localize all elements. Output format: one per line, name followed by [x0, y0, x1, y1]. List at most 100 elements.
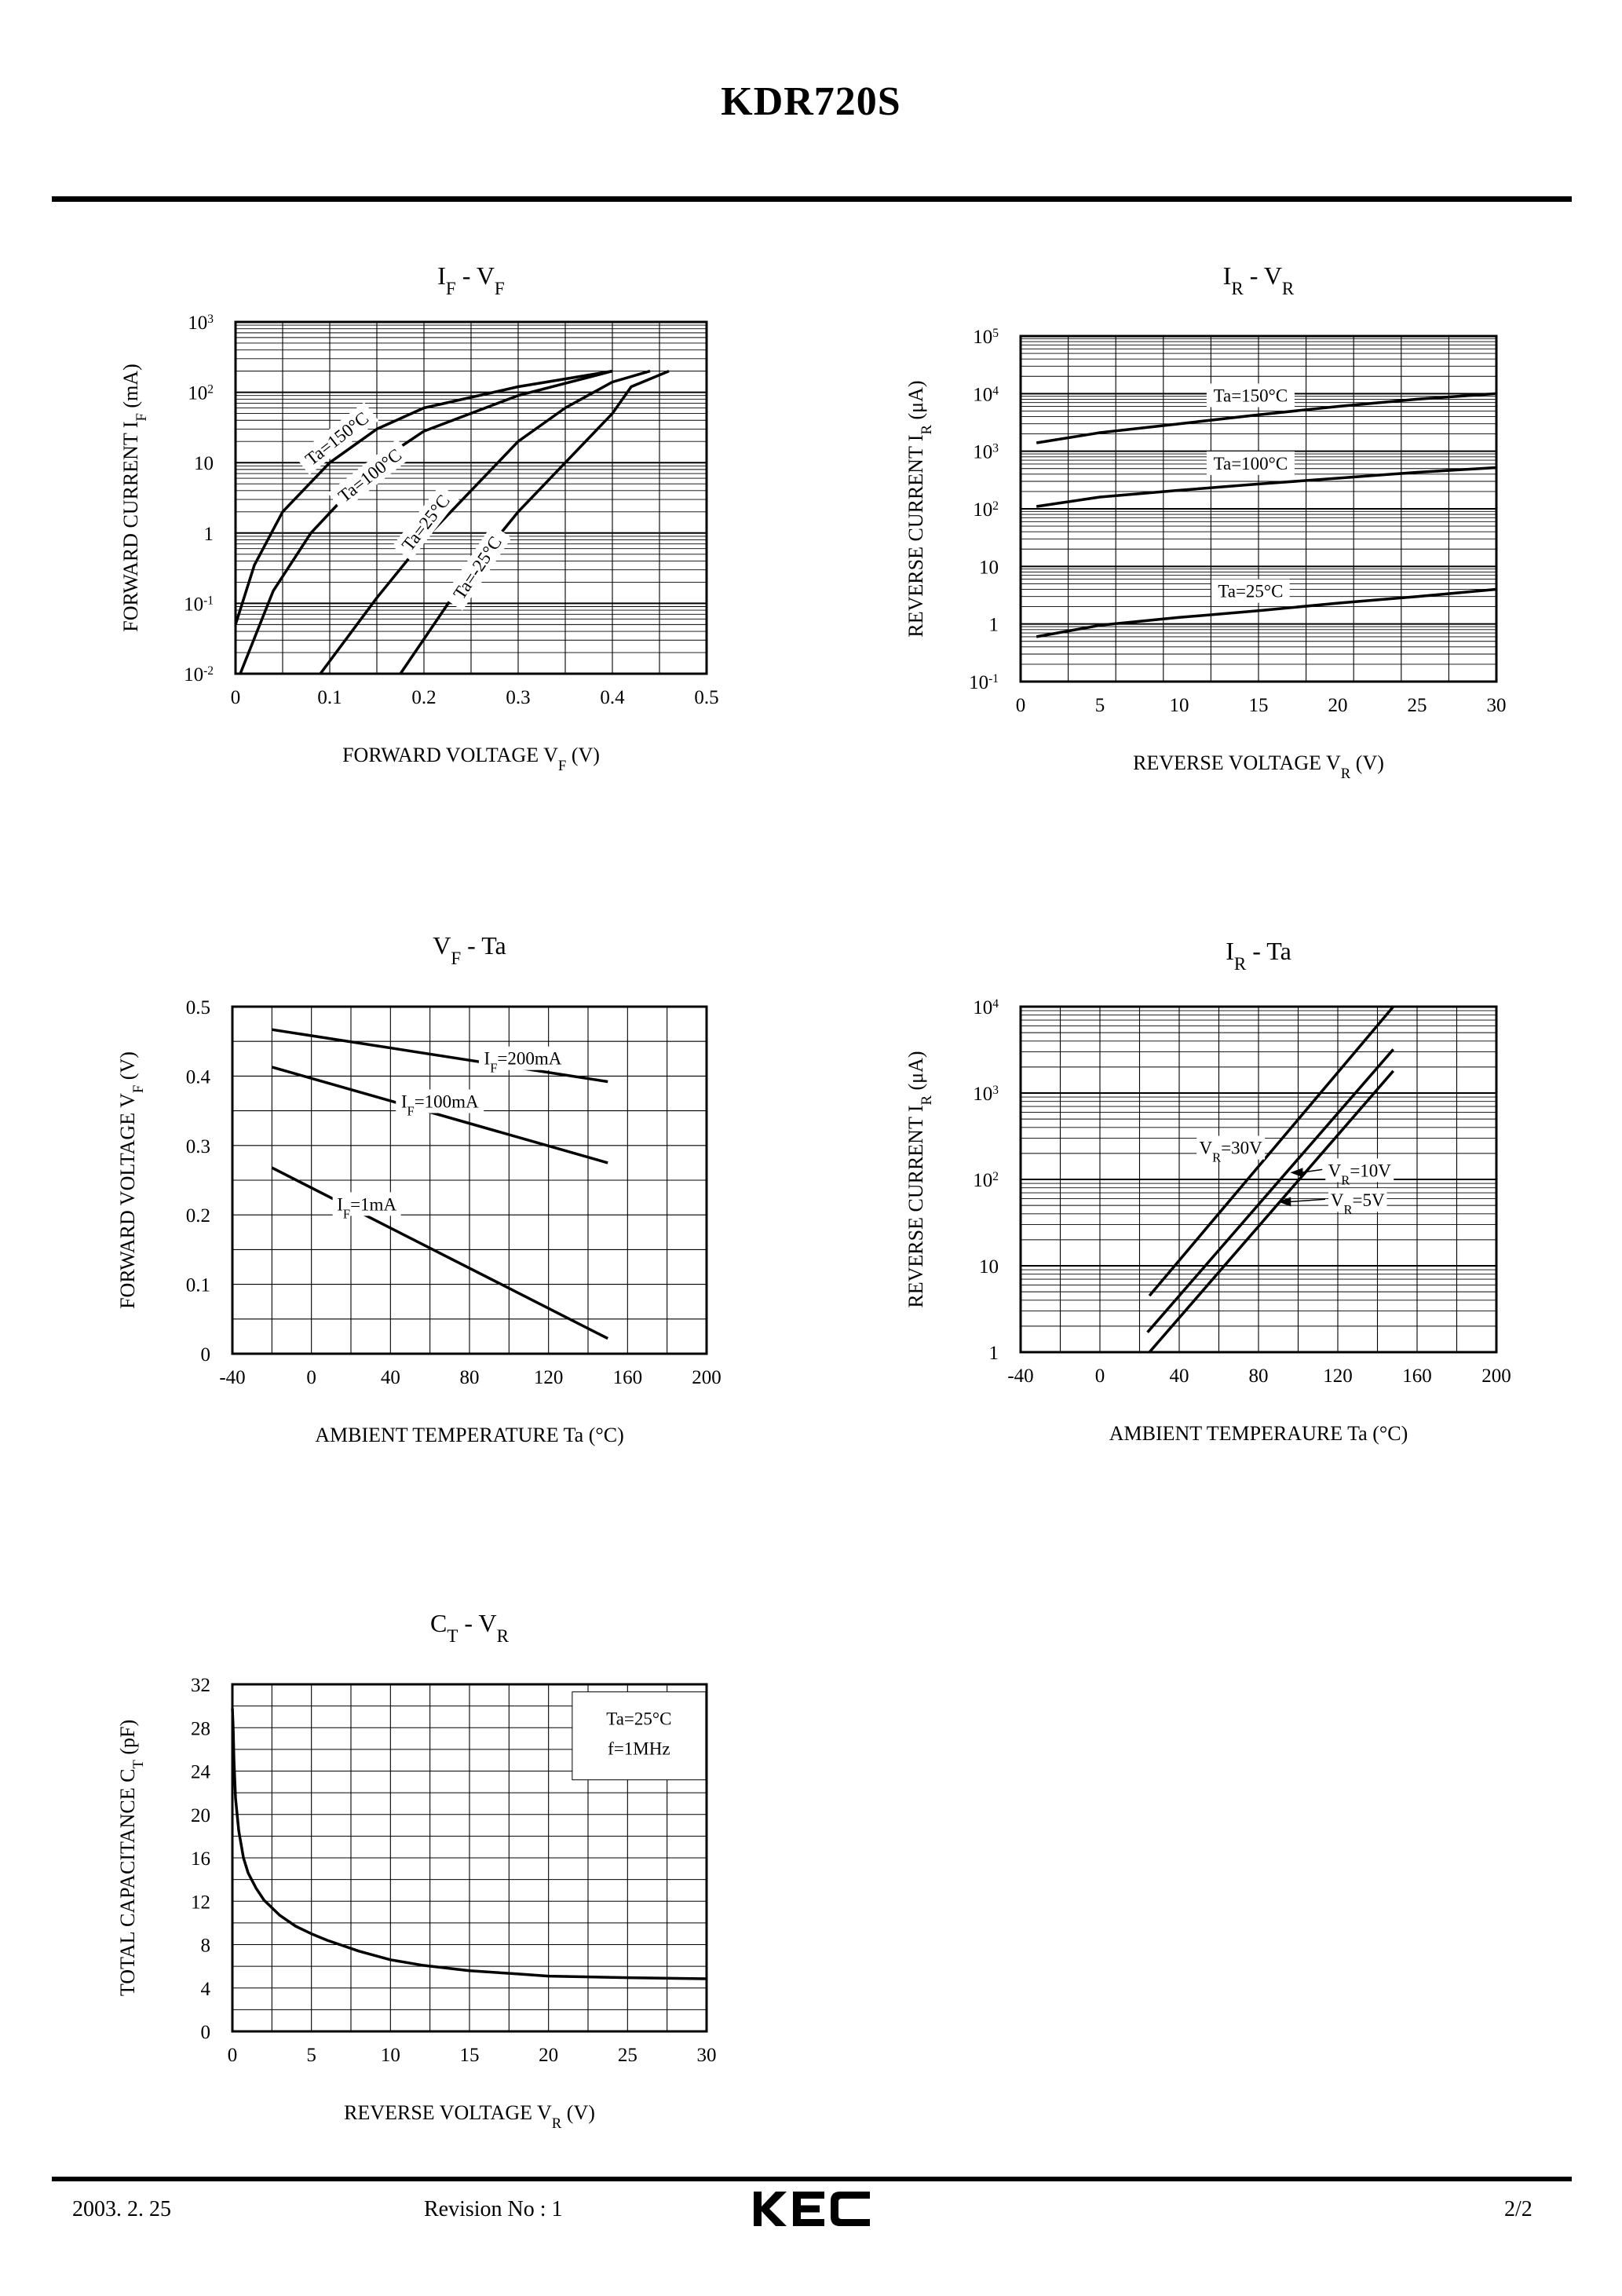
x-tick-label: 25: [618, 2045, 637, 2066]
y-tick-label: 16: [191, 1848, 210, 1870]
y-tick-label: 10-1: [184, 594, 214, 616]
annotation-text: Ta=25°C: [1218, 582, 1283, 601]
y-tick-label: 102: [188, 382, 214, 404]
annotation-bg: [1325, 1158, 1394, 1183]
y-tick-label: 10: [979, 557, 999, 578]
chart-title: CT - VR: [430, 1609, 510, 1646]
series-line: [231, 1708, 707, 1980]
x-tick-label: 160: [613, 1367, 643, 1388]
curve-annotation: IF=100mA: [396, 1089, 484, 1118]
annotation-arrowhead: [1290, 1168, 1303, 1178]
footer-date: 2003. 2. 25: [72, 2197, 171, 2221]
x-tick-label: 30: [1487, 695, 1507, 716]
annotation-bg: [327, 438, 412, 512]
x-tick-label: 20: [539, 2045, 558, 2066]
chart-title: IR - VR: [1223, 261, 1295, 298]
series-line: [1148, 1005, 1395, 1297]
y-tick-label: 10: [194, 453, 214, 474]
y-tick-label: 24: [191, 1762, 211, 1783]
curve-annotation: VR=5V: [1328, 1188, 1387, 1217]
annotation-text: Ta=150°C: [1214, 386, 1288, 405]
chart-vf-ta: -40 0 40 80 120 160 200 0 0.1 0.2 0.3 0.4 0.5 VF - Ta…: [116, 931, 721, 1446]
annotation-bg: [478, 1046, 567, 1070]
x-tick-label: 160: [1402, 1366, 1432, 1387]
annotation-bg: [294, 401, 379, 475]
series-line: [272, 1028, 608, 1084]
y-tick-label: 103: [188, 313, 214, 335]
grid: [1020, 1007, 1497, 1353]
y-tick-label: 0: [201, 2022, 211, 2043]
annotation-text: Ta=-25°C: [450, 532, 506, 602]
y-tick-label: 0.5: [186, 997, 210, 1018]
y-axis-label: FORWARD VOLTAGE VF (V): [116, 1051, 147, 1309]
series-line: [271, 1166, 608, 1340]
x-tick-label: 10: [381, 2045, 400, 2066]
y-tick-label: 10: [979, 1256, 999, 1278]
annotation-text: VR=30V: [1200, 1139, 1263, 1165]
y-tick-label: 103: [973, 1084, 999, 1106]
curve-annotation: VR=30V: [1196, 1135, 1266, 1165]
annotation-bg: [443, 525, 512, 611]
y-tick-label: 102: [973, 1170, 999, 1192]
plot-frame: [231, 1005, 708, 1355]
y-tick-label: 1: [204, 524, 214, 545]
annotation-text: VR=10V: [1328, 1161, 1392, 1187]
y-axis-label: TOTAL CAPACITANCE CT (pF): [116, 1720, 147, 1996]
x-tick-label: 200: [692, 1367, 721, 1388]
x-tick-label: 40: [381, 1367, 400, 1388]
curve-annotation: Ta=25°C: [392, 484, 459, 561]
x-tick-label: 0: [231, 687, 241, 708]
annotation-bg: [396, 1089, 484, 1113]
curve-annotation: Ta=100°C: [1206, 451, 1295, 475]
annotation-text: IF=200mA: [484, 1049, 562, 1076]
x-tick-label: 0.1: [317, 687, 342, 708]
x-tick-label: 80: [460, 1367, 480, 1388]
part-number-title: KDR720S: [721, 79, 901, 124]
series-line: [319, 369, 651, 675]
plot-frame: [231, 1683, 708, 2033]
kec-logo: [754, 2192, 870, 2226]
y-tick-label: 10-1: [969, 672, 999, 694]
series-line: [1036, 466, 1497, 508]
x-tick-label: -40: [1007, 1366, 1033, 1387]
curve-annotation: VR=10V: [1325, 1158, 1394, 1187]
y-tick-label: 0: [201, 1344, 211, 1366]
annotation-text: Ta=100°C: [334, 445, 405, 506]
x-tick-label: -40: [219, 1367, 245, 1388]
y-tick-label: 103: [973, 441, 999, 463]
chart-if-vf: 0 0.1 0.2 0.3 0.4 0.5 10-2 10-1 1 10 102 103 IF - VF…: [119, 261, 719, 774]
x-tick-label: 0: [1095, 1366, 1105, 1387]
y-tick-label: 32: [191, 1675, 210, 1696]
x-axis-label: REVERSE VOLTAGE VR (V): [1133, 751, 1384, 782]
series-line: [1148, 1069, 1395, 1354]
y-axis-label: FORWARD CURRENT IF (mA): [119, 364, 150, 631]
footer-revision: Revision No : 1: [424, 2197, 563, 2221]
x-tick-label: 0: [306, 1367, 316, 1388]
grid: [232, 1006, 707, 1355]
x-tick-label: 5: [1095, 695, 1105, 716]
x-axis-label: AMBIENT TEMPERAURE Ta (°C): [1109, 1422, 1408, 1445]
x-tick-label: 0: [228, 2045, 238, 2066]
annotation-leader: [1289, 1198, 1326, 1203]
series-line: [271, 1066, 608, 1164]
chart-ct-vr: 0 5 10 15 20 25 30 0 4 8 12 16 20 24 28 32 CT - VR REVERS…: [116, 1609, 717, 2132]
x-tick-label: 5: [306, 2045, 316, 2066]
y-tick-label: 4: [201, 1979, 211, 2000]
plot-frame: [234, 320, 708, 675]
curve-annotation: Ta=150°C: [1206, 383, 1295, 408]
annotation-bg: [1196, 1135, 1266, 1160]
y-tick-label: 105: [973, 327, 999, 349]
x-tick-label: 0: [1016, 695, 1026, 716]
annotation-bg: [1206, 451, 1295, 475]
x-tick-label: 20: [1328, 695, 1348, 716]
x-axis-label: AMBIENT TEMPERATURE Ta (°C): [315, 1424, 624, 1446]
series-line: [234, 369, 613, 625]
x-tick-label: 30: [697, 2045, 717, 2066]
annotation-bg: [392, 484, 459, 561]
x-tick-label: 200: [1481, 1366, 1511, 1387]
annotation-bg: [1328, 1188, 1387, 1212]
x-tick-label: 120: [1323, 1366, 1353, 1387]
legend-box: [572, 1691, 707, 1781]
legend-line-frequency: f=1MHz: [608, 1739, 670, 1759]
